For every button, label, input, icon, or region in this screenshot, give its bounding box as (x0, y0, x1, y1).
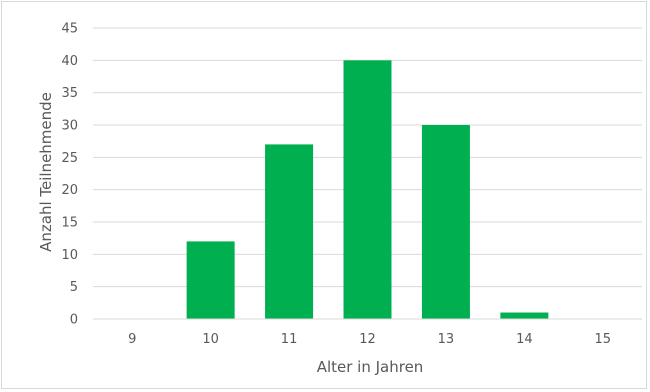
y-tick-label: 0 (70, 313, 78, 328)
y-tick-label: 15 (61, 216, 78, 231)
x-tick-label: 11 (281, 332, 298, 347)
x-axis-ticks: 9 10 11 12 13 14 15 (128, 332, 611, 347)
x-tick-label: 12 (359, 332, 376, 347)
bar-12 (343, 60, 392, 319)
x-tick-label: 9 (128, 332, 136, 347)
y-tick-label: 30 (61, 119, 78, 134)
y-tick-label: 25 (61, 151, 78, 166)
y-tick-label: 10 (61, 248, 78, 263)
bar-10 (186, 241, 235, 319)
x-tick-label: 15 (595, 332, 612, 347)
y-tick-label: 5 (70, 280, 78, 295)
x-tick-label: 10 (202, 332, 219, 347)
bar-14 (500, 312, 549, 319)
x-axis-title: Alter in Jahren (317, 358, 424, 376)
y-tick-label: 40 (61, 54, 78, 69)
bars (186, 60, 549, 319)
bar-11 (265, 144, 314, 319)
bar-13 (421, 125, 470, 319)
y-tick-label: 20 (61, 183, 78, 198)
x-tick-label: 14 (516, 332, 533, 347)
y-axis-ticks: 0 5 10 15 20 25 30 35 40 45 (61, 22, 78, 328)
y-tick-label: 35 (61, 86, 78, 101)
y-axis-title: Anzahl Teilnehmende (37, 92, 55, 252)
x-tick-label: 13 (438, 332, 455, 347)
y-tick-label: 45 (61, 22, 78, 37)
